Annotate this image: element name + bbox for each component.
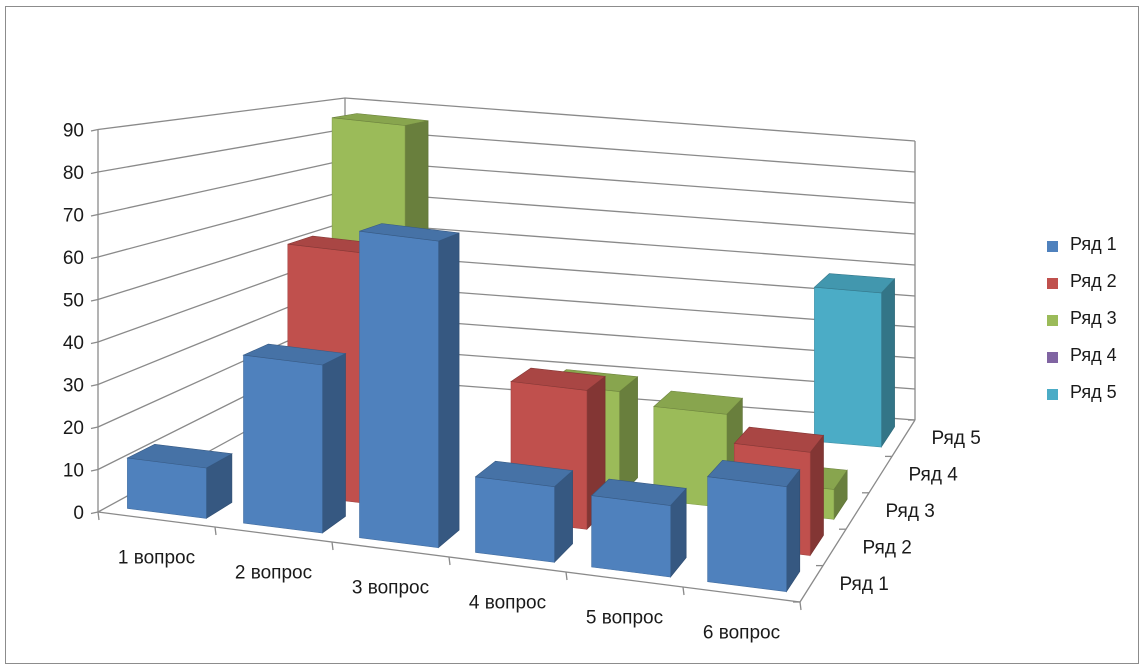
y-axis-tick-labels: 0 10 20 30 40 50 60 70 80 90 — [63, 121, 84, 525]
legend-swatch — [1047, 315, 1058, 326]
x-tick-label: 5 вопрос — [586, 608, 663, 629]
x-axis-tick-labels: 1 вопрос 2 вопрос 3 вопрос 4 вопрос 5 вопрос… — [118, 548, 780, 644]
y-tick-label: 90 — [63, 121, 84, 142]
legend-item: Ряд 5 — [1045, 382, 1140, 421]
bar-1-5 — [590, 478, 687, 578]
y-tick — [90, 511, 99, 515]
legend-swatch — [1047, 352, 1058, 363]
y-tick-label: 80 — [63, 163, 84, 184]
chart-bars — [126, 113, 896, 593]
y-tick — [90, 171, 99, 175]
z-tick-label: Ряд 1 — [840, 574, 889, 595]
y-tick — [90, 426, 99, 430]
legend-item: Ряд 1 — [1045, 234, 1140, 273]
bar-1-6 — [706, 459, 801, 593]
bar-1-3 — [359, 223, 460, 549]
bar-5-6 — [813, 273, 896, 449]
x-tick — [448, 556, 451, 566]
y-tick — [90, 128, 99, 132]
depth-axis-tick-labels: Ряд 1 Ряд 2 Ряд 3 Ряд 4 Ряд 5 — [840, 428, 981, 595]
bar-1-4 — [474, 460, 574, 564]
y-tick — [90, 213, 99, 217]
legend-swatch — [1047, 389, 1058, 400]
x-tick — [565, 571, 568, 581]
y-tick-label: 30 — [63, 376, 84, 397]
y-tick-label: 50 — [63, 291, 84, 312]
x-tick — [682, 586, 685, 596]
gridline — [97, 252, 916, 343]
y-tick — [90, 298, 99, 302]
z-tick-label: Ряд 3 — [886, 501, 935, 522]
x-tick-label: 1 вопрос — [118, 548, 195, 569]
legend-item: Ряд 3 — [1045, 308, 1140, 347]
x-tick-label: 3 вопрос — [352, 578, 429, 599]
z-tick-label: Ряд 5 — [932, 428, 981, 449]
legend-item: Ряд 4 — [1045, 345, 1140, 384]
legend-label: Ряд 3 — [1070, 308, 1117, 328]
gridline — [97, 97, 916, 142]
x-tick — [331, 541, 334, 551]
y-tick-label: 20 — [63, 418, 84, 439]
y-tick-label: 10 — [63, 461, 84, 482]
gridline — [97, 190, 916, 258]
x-tick — [214, 526, 217, 536]
legend-item: Ряд 2 — [1045, 271, 1140, 310]
gridline — [97, 283, 916, 386]
x-tick-label: 4 вопрос — [469, 593, 546, 614]
y-tick-label: 70 — [63, 206, 84, 227]
y-tick — [90, 341, 99, 345]
z-tick-label: Ряд 2 — [863, 537, 912, 558]
legend-swatch — [1047, 241, 1058, 252]
y-tick-label: 60 — [63, 248, 84, 269]
x-tick — [799, 601, 802, 611]
legend-label: Ряд 5 — [1070, 382, 1117, 402]
gridline — [97, 221, 916, 301]
x-tick — [97, 511, 100, 521]
legend-label: Ряд 2 — [1070, 271, 1117, 291]
x-tick-label: 2 вопрос — [235, 563, 312, 584]
bar-1-2 — [242, 343, 347, 534]
legend: Ряд 1 Ряд 2 Ряд 3 Ряд 4 Ряд 5 — [1045, 234, 1140, 421]
y-tick — [90, 468, 99, 472]
bar-1-1 — [126, 443, 233, 519]
z-tick-label: Ряд 4 — [909, 465, 959, 486]
y-tick-label: 0 — [73, 503, 84, 524]
y-tick-label: 40 — [63, 333, 84, 354]
legend-label: Ряд 4 — [1070, 345, 1117, 365]
x-tick-label: 6 вопрос — [703, 623, 780, 644]
gridline — [97, 128, 916, 173]
gridline — [97, 159, 916, 216]
legend-label: Ряд 1 — [1070, 234, 1117, 254]
y-tick — [90, 256, 99, 260]
y-tick — [90, 383, 99, 387]
legend-swatch — [1047, 278, 1058, 289]
